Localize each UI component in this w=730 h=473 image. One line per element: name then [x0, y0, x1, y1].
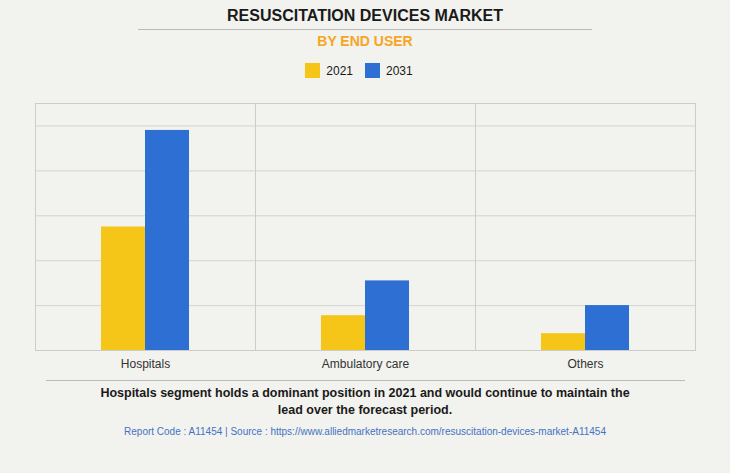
html-text:Hospitals segment holds a domi: Hospitals segment holds a dominant posit… — [100, 386, 630, 417]
svg-text:Ambulatory care: Ambulatory care — [322, 357, 410, 371]
html-text:RESUSCITATION DEVICES MARKET: RESUSCITATION DEVICES MARKET — [227, 7, 503, 24]
svg-text:Hospitals: Hospitals — [121, 357, 170, 371]
html-text:Report Code : A11454 | Source: Report Code : A11454 | Source : https://… — [124, 426, 606, 437]
html-text:2021: 2021 — [326, 63, 353, 78]
html-text:BY END USER: BY END USER — [317, 33, 413, 49]
svg-text:Others: Others — [567, 357, 603, 371]
html-text:2031: 2031 — [386, 63, 413, 78]
